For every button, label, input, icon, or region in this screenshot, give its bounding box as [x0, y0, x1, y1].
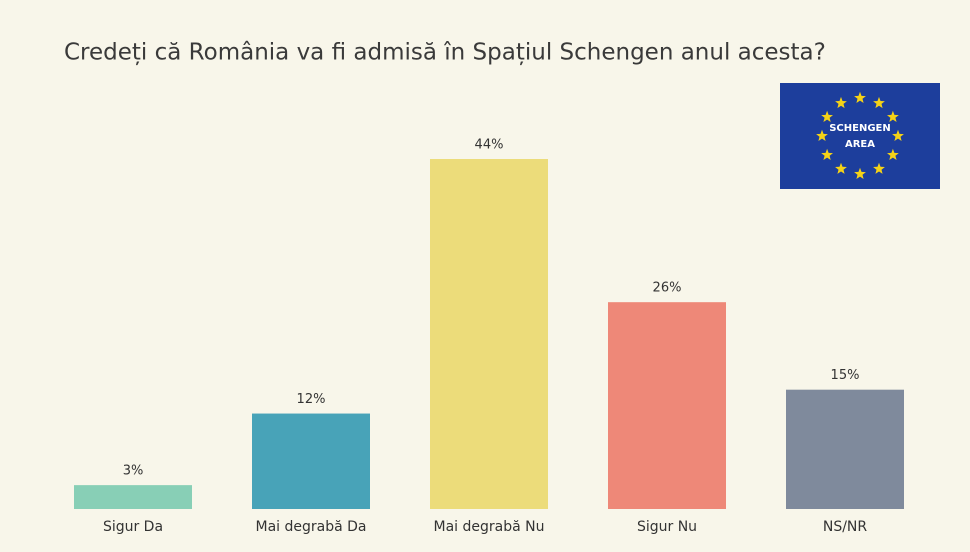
flag-star — [835, 162, 847, 174]
flag-stars — [816, 91, 904, 179]
flag-text: AREA — [845, 139, 875, 150]
flag-star — [873, 162, 885, 174]
bar — [430, 159, 548, 509]
x-tick-label: Sigur Da — [103, 519, 163, 535]
value-label: 15% — [831, 368, 860, 383]
flag-star — [887, 110, 899, 122]
flag-star — [887, 148, 899, 160]
schengen-flag: SCHENGEN AREA — [780, 83, 940, 189]
value-label: 3% — [123, 464, 144, 479]
x-tick-label: Mai degrabă Nu — [434, 519, 545, 535]
bar — [608, 302, 726, 509]
value-label: 44% — [475, 138, 504, 153]
x-tick-label: Sigur Nu — [637, 519, 697, 535]
flag-star — [816, 129, 828, 141]
flag-star — [892, 129, 904, 141]
flag-star — [854, 91, 866, 103]
bar — [786, 389, 904, 509]
value-label: 26% — [653, 281, 682, 296]
bar — [74, 485, 192, 509]
chart-title: Credeți că România va fi admisă în Spați… — [64, 40, 826, 66]
bar — [252, 413, 370, 509]
flag-star — [854, 167, 866, 179]
x-tick-label: NS/NR — [823, 519, 868, 535]
flag-star — [821, 110, 833, 122]
flag-star — [835, 96, 847, 109]
flag-star — [821, 148, 833, 160]
x-tick-label: Mai degrabă Da — [256, 519, 367, 535]
flag-text: SCHENGEN — [829, 123, 891, 134]
flag-star — [873, 96, 885, 109]
value-label: 12% — [297, 392, 326, 407]
